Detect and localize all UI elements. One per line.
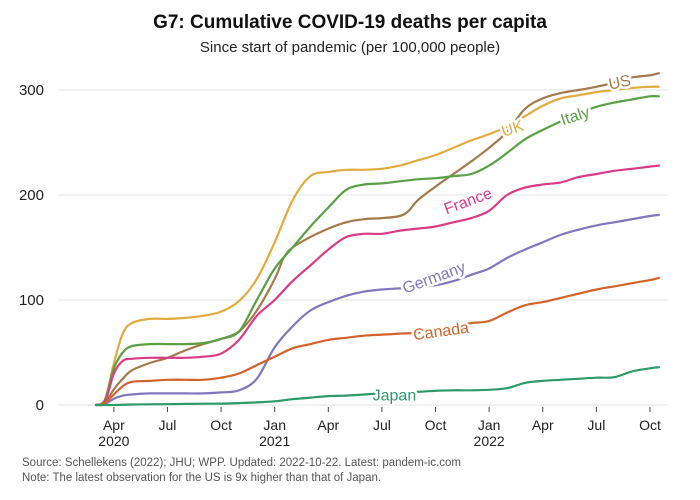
y-tick-label-0: 0 [36, 397, 44, 414]
x-tick-label-7-1: 2022 [474, 433, 505, 449]
x-tick-label-9-0: Jul [587, 417, 605, 433]
series-label-germany: Germany [400, 259, 468, 297]
series-line-japan [94, 366, 660, 407]
x-tick-label-5-0: Jul [373, 417, 391, 433]
x-tick-label-4-0: Apr [317, 417, 339, 433]
x-tick-label-0-0: Apr [103, 417, 125, 433]
footnote: Note: The latest observation for the US … [22, 472, 382, 484]
series-line-uk [94, 85, 660, 407]
series-line-italy [94, 94, 660, 407]
x-tick-label-8-0: Apr [532, 417, 554, 433]
chart-subtitle: Since start of pandemic (per 100,000 peo… [199, 39, 501, 56]
x-tick-label-1-0: Jul [159, 417, 177, 433]
series-label-us: US [607, 72, 632, 93]
x-tick-label-2-0: Oct [210, 417, 232, 433]
series-line-france [94, 164, 660, 407]
series-line-germany [94, 213, 660, 407]
series-label-canada: Canada [412, 320, 470, 345]
y-tick-label-200: 200 [19, 187, 44, 204]
x-tick-label-7-0: Jan [478, 417, 501, 433]
y-tick-label-300: 300 [19, 82, 44, 99]
source-note: Source: Schellekens (2022); JHU; WPP. Up… [22, 457, 461, 469]
series-label-japan: Japan [373, 388, 417, 405]
series-label-uk: UK [500, 118, 527, 141]
series-layer [94, 72, 660, 407]
x-tick-label-6-0: Oct [425, 417, 447, 433]
x-tick-label-3-1: 2021 [259, 433, 290, 449]
y-tick-label-100: 100 [19, 292, 44, 309]
x-tick-label-0-1: 2020 [98, 433, 129, 449]
series-label-halo-japan: Japan [373, 388, 417, 405]
x-tick-label-3-0: Jan [263, 417, 286, 433]
x-tick-label-10-0: Oct [639, 417, 661, 433]
chart-title: G7: Cumulative COVID-19 deaths per capit… [153, 12, 547, 33]
series-label-italy: Italy [559, 104, 592, 129]
series-line-canada [94, 276, 660, 407]
